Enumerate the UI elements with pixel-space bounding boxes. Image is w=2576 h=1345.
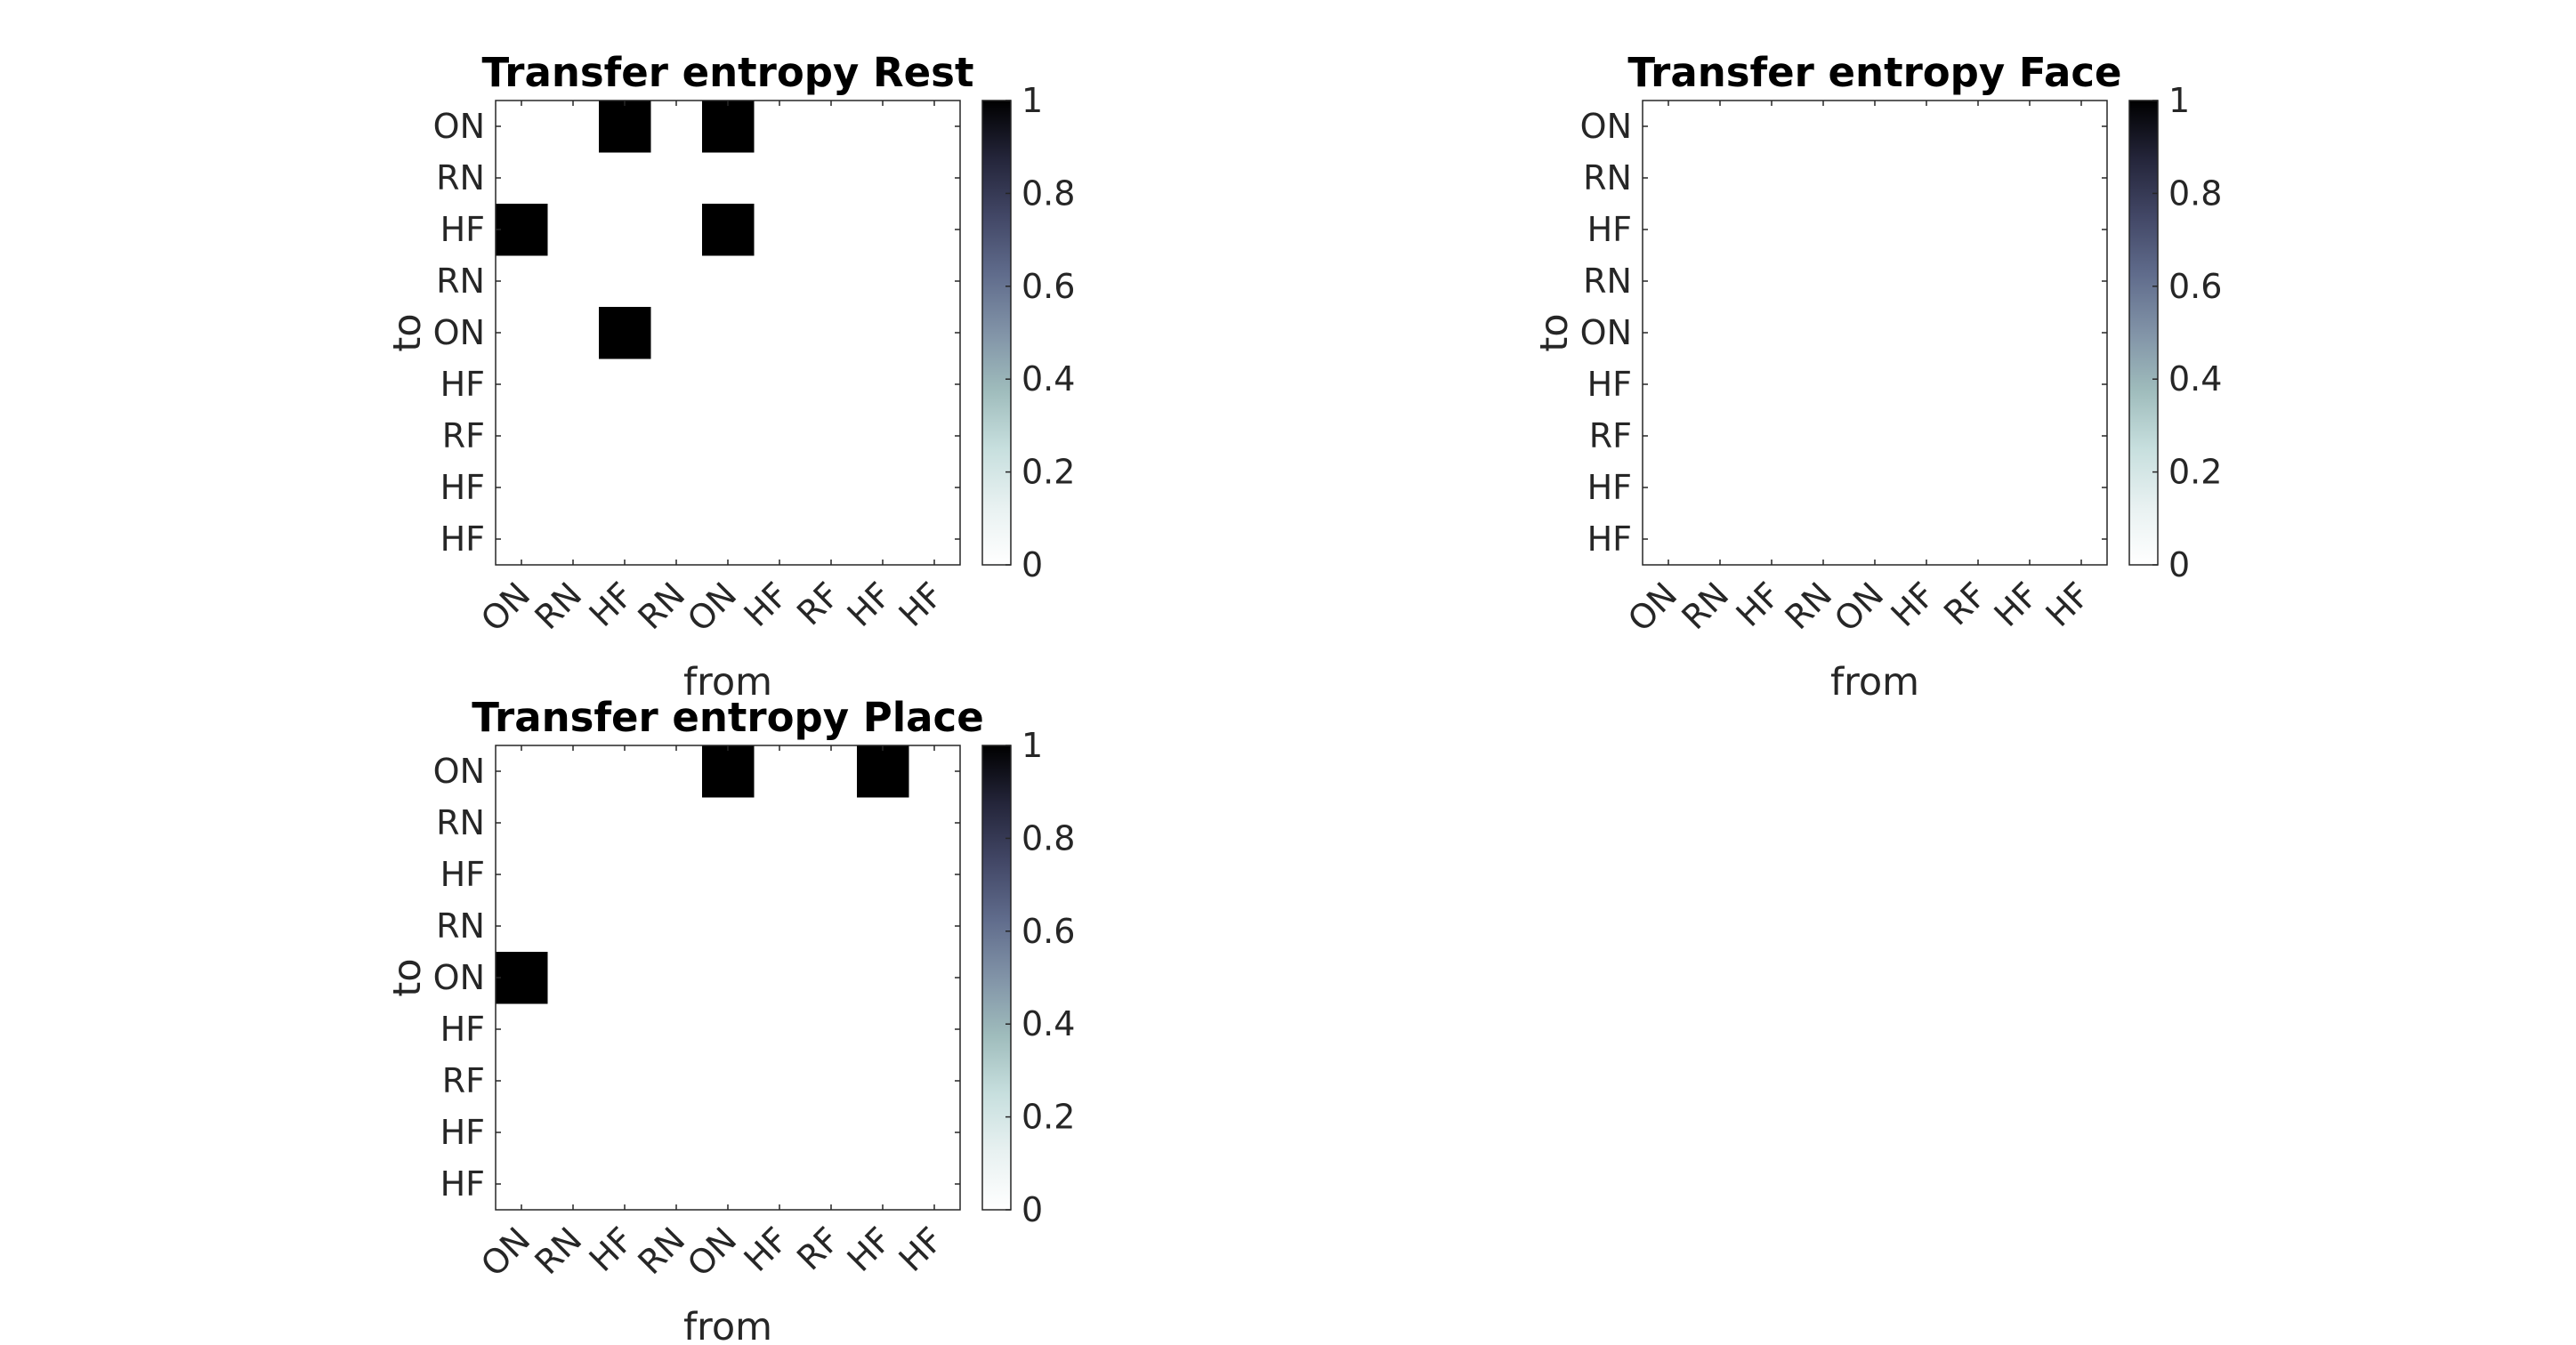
y-tick-label: RN	[436, 803, 485, 842]
y-tick-label: HF	[440, 365, 485, 404]
colorbar-tick-label: 0	[1022, 1190, 1043, 1229]
colorbar-tick-label: 1	[1022, 81, 1043, 120]
heatmap-panel-1: ONRNHFRNONHFRFHFHFONRNHFRNONHFRFHFHFTran…	[385, 49, 1075, 705]
y-tick-label: HF	[440, 1113, 485, 1152]
x-tick-label: HF	[840, 575, 900, 634]
heatmap-cell	[702, 745, 755, 798]
colorbar-tick-label: 0.4	[1022, 359, 1075, 399]
x-tick-label: HF	[582, 1220, 642, 1279]
y-tick-label: RN	[1583, 262, 1632, 301]
heatmap-cell	[599, 101, 651, 153]
x-axis-label: from	[683, 660, 772, 705]
colorbar-tick-label: 0.6	[1022, 912, 1075, 951]
x-tick-label: RN	[1674, 575, 1736, 637]
x-tick-label: ON	[680, 575, 744, 639]
x-tick-label: HF	[582, 575, 642, 634]
heatmap-cell	[702, 101, 755, 153]
y-tick-label: HF	[1587, 210, 1632, 249]
y-tick-label: HF	[440, 468, 485, 507]
colorbar-tick-label: 0	[2168, 545, 2190, 584]
heatmap-cell	[599, 307, 651, 359]
y-axis-label: to	[385, 313, 430, 351]
colorbar-tick-label: 1	[1022, 726, 1043, 765]
y-axis-label: to	[385, 958, 430, 996]
plot-area	[1643, 101, 2107, 565]
x-tick-label: HF	[1729, 575, 1789, 634]
y-tick-label: ON	[433, 752, 485, 791]
heatmap-cell	[857, 745, 909, 798]
heatmap-cell	[496, 952, 548, 1004]
colorbar-tick-label: 0.6	[2168, 267, 2222, 306]
y-tick-label: RF	[442, 416, 485, 455]
y-tick-label: HF	[1587, 519, 1632, 559]
x-tick-label: HF	[1884, 575, 1943, 634]
x-tick-label: HF	[892, 575, 951, 634]
heatmap-panel-2: ONRNHFRNONHFRFHFHFONRNHFRNONHFRFHFHFTran…	[1532, 49, 2222, 705]
y-tick-label: RF	[1589, 416, 1632, 455]
chart-title: Transfer entropy Place	[472, 694, 983, 741]
x-axis-label: from	[1830, 660, 1919, 705]
x-tick-label: RN	[527, 1220, 589, 1282]
x-tick-label: RN	[630, 1220, 692, 1282]
x-tick-label: ON	[680, 1220, 744, 1284]
x-tick-label: HF	[840, 1220, 900, 1279]
y-tick-label: HF	[440, 855, 485, 894]
x-tick-label: ON	[473, 1220, 537, 1284]
colorbar-tick-label: 0.8	[1022, 173, 1075, 213]
x-tick-label: HF	[737, 575, 796, 634]
y-tick-label: ON	[433, 313, 485, 352]
colorbar-tick-label: 1	[2168, 81, 2190, 120]
x-tick-label: ON	[473, 575, 537, 639]
plot-area	[496, 101, 960, 565]
x-tick-label: HF	[892, 1220, 951, 1279]
x-tick-label: HF	[2039, 575, 2098, 634]
y-tick-label: ON	[433, 107, 485, 146]
y-tick-label: ON	[433, 958, 485, 997]
colorbar-tick-label: 0.2	[2168, 453, 2222, 492]
y-tick-label: HF	[440, 519, 485, 559]
colorbar-tick-label: 0.4	[1022, 1004, 1075, 1043]
x-tick-label: HF	[737, 1220, 796, 1279]
colorbar-tick-label: 0.8	[1022, 818, 1075, 858]
colorbar-tick-label: 0.6	[1022, 267, 1075, 306]
y-tick-label: ON	[1580, 313, 1632, 352]
y-tick-label: RN	[436, 906, 485, 946]
x-tick-label: RF	[789, 1220, 847, 1277]
y-axis-label: to	[1532, 313, 1577, 351]
chart-title: Transfer entropy Rest	[482, 49, 974, 96]
plot-area	[496, 745, 960, 1210]
x-tick-label: RN	[630, 575, 692, 637]
colorbar	[981, 100, 1012, 566]
y-tick-label: HF	[1587, 365, 1632, 404]
y-tick-label: ON	[1580, 107, 1632, 146]
y-tick-label: RN	[436, 262, 485, 301]
y-tick-label: HF	[440, 210, 485, 249]
y-tick-label: HF	[440, 1010, 485, 1049]
colorbar-tick-label: 0	[1022, 545, 1043, 584]
y-tick-label: HF	[1587, 468, 1632, 507]
colorbar-tick-label: 0.2	[1022, 453, 1075, 492]
x-axis-label: from	[683, 1305, 772, 1345]
heatmap-cell	[496, 204, 548, 256]
chart-title: Transfer entropy Face	[1627, 49, 2121, 96]
colorbar	[981, 745, 1012, 1211]
heatmap-cell	[702, 204, 755, 256]
x-tick-label: RN	[1777, 575, 1839, 637]
colorbar	[2128, 100, 2159, 566]
y-tick-label: RN	[1583, 158, 1632, 197]
x-tick-label: ON	[1827, 575, 1891, 639]
y-tick-label: RN	[436, 158, 485, 197]
colorbar-tick-label: 0.8	[2168, 173, 2222, 213]
x-tick-label: ON	[1620, 575, 1684, 639]
colorbar-tick-label: 0.2	[1022, 1098, 1075, 1137]
x-tick-label: HF	[1987, 575, 2047, 634]
y-tick-label: RF	[442, 1061, 485, 1100]
y-tick-label: HF	[440, 1164, 485, 1204]
x-tick-label: RN	[527, 575, 589, 637]
heatmap-panel-3: ONRNHFRNONHFRFHFHFONRNHFRNONHFRFHFHFTran…	[385, 694, 1075, 1345]
x-tick-label: RF	[1936, 575, 1994, 632]
x-tick-label: RF	[789, 575, 847, 632]
colorbar-tick-label: 0.4	[2168, 359, 2222, 399]
